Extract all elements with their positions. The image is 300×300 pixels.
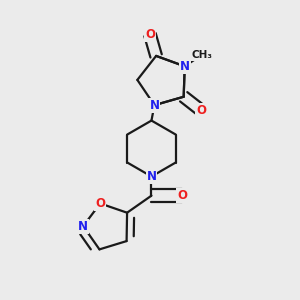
Text: O: O xyxy=(177,189,188,202)
Text: N: N xyxy=(180,60,190,73)
Text: CH₃: CH₃ xyxy=(191,50,212,60)
Text: O: O xyxy=(95,197,105,210)
Text: N: N xyxy=(149,99,159,112)
Text: N: N xyxy=(78,220,88,232)
Text: O: O xyxy=(196,104,206,117)
Text: N: N xyxy=(146,170,157,183)
Text: O: O xyxy=(145,28,155,41)
